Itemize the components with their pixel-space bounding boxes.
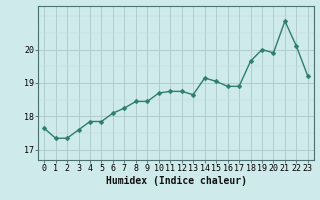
X-axis label: Humidex (Indice chaleur): Humidex (Indice chaleur) <box>106 176 246 186</box>
